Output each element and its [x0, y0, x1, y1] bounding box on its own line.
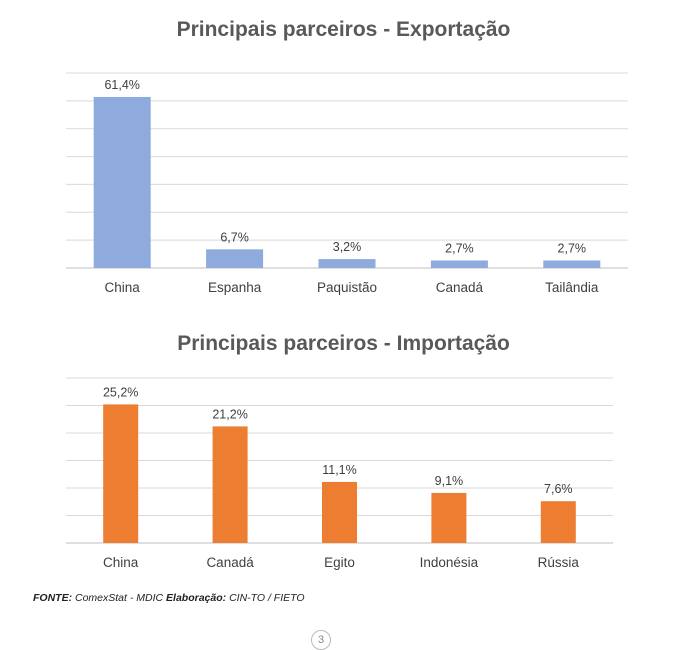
export-data-label: 2,7%: [558, 241, 587, 255]
export-chart-title: Principais parceiros - Exportação: [176, 18, 511, 41]
page-number: 3: [311, 630, 331, 650]
import-category-label: Indonésia: [420, 555, 479, 570]
import-bar: [322, 481, 357, 543]
import-bar: [540, 501, 576, 543]
export-category-label: Tailândia: [545, 280, 599, 295]
export-data-label: 61,4%: [104, 78, 139, 92]
import-category-label: Egito: [324, 555, 355, 570]
export-bar: [543, 260, 601, 268]
import-bar: [103, 404, 139, 543]
import-bar: [212, 426, 248, 543]
import-data-label: 11,1%: [322, 463, 357, 477]
export-bar: [206, 249, 264, 268]
import-data-label: 25,2%: [103, 385, 138, 399]
export-category-label: Espanha: [208, 280, 262, 295]
export-data-label: 6,7%: [220, 230, 249, 244]
import-category-label: China: [103, 555, 139, 570]
export-chart: Principais parceiros - Exportação 61,4% C…: [0, 0, 687, 310]
import-category-label: Canadá: [206, 555, 254, 570]
export-bar: [93, 96, 151, 268]
import-chart-title: Principais parceiros - Importação: [177, 332, 510, 355]
import-data-label: 21,2%: [212, 407, 247, 421]
import-data-label: 7,6%: [544, 482, 573, 496]
export-data-label: 3,2%: [333, 240, 362, 254]
import-chart-plot: 25,2% China 21,2% Canadá 11,1% Egito 9,1% Indon…: [66, 377, 613, 570]
export-bar: [430, 260, 488, 268]
source-footer: FONTE: ComexStat - MDIC Elaboração: CIN-…: [33, 592, 305, 604]
export-category-label: China: [105, 280, 141, 295]
export-category-label: Canadá: [436, 280, 484, 295]
import-chart: Principais parceiros - Importação 25,2% C…: [0, 320, 687, 580]
import-category-label: Rússia: [538, 555, 580, 570]
elaboracao-label: Elaboração:: [166, 592, 227, 604]
export-data-label: 2,7%: [445, 241, 474, 255]
import-data-label: 9,1%: [435, 474, 464, 488]
export-chart-plot: 61,4% China 6,7% Espanha 3,2% Paquistão 2,7% Ca…: [66, 72, 628, 295]
import-bar: [431, 492, 467, 543]
fonte-label: FONTE:: [33, 592, 73, 604]
export-bar: [318, 259, 376, 268]
export-category-label: Paquistão: [317, 280, 377, 295]
fonte-value: ComexStat - MDIC: [75, 592, 164, 604]
elaboracao-value: CIN-TO / FIETO: [229, 592, 305, 604]
